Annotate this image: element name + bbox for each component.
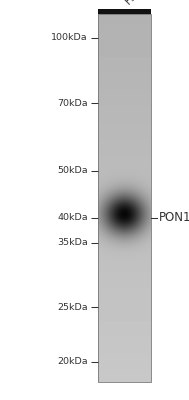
Text: 50kDa: 50kDa: [57, 166, 88, 175]
Text: 70kDa: 70kDa: [57, 99, 88, 108]
Text: 35kDa: 35kDa: [57, 238, 88, 247]
Text: 25kDa: 25kDa: [57, 303, 88, 312]
Text: 40kDa: 40kDa: [57, 213, 88, 222]
Text: 100kDa: 100kDa: [51, 34, 88, 42]
Text: 20kDa: 20kDa: [57, 358, 88, 366]
Bar: [98, 14, 151, 382]
Text: PON1: PON1: [159, 211, 189, 224]
Text: HepG2: HepG2: [121, 0, 159, 7]
